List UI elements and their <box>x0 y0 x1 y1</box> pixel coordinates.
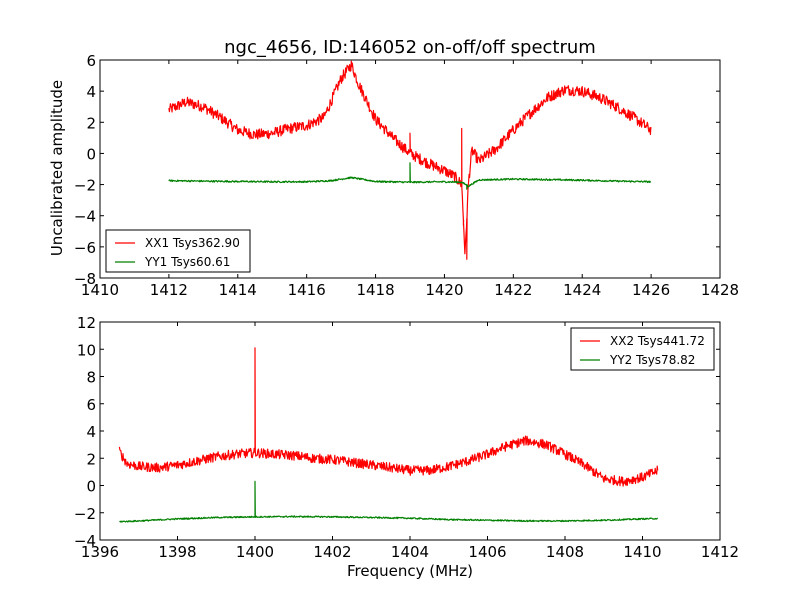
y-tick-label: 0 <box>86 478 96 496</box>
x-tick-label: 1428 <box>701 281 739 299</box>
series-line-yy2 <box>119 480 659 523</box>
y-tick-label: 10 <box>77 341 96 359</box>
series-line-xx2 <box>118 347 659 487</box>
x-tick-label: 1402 <box>313 543 351 561</box>
legend: XX1 Tsys362.90 YY1 Tsys60.61 <box>105 229 251 273</box>
chart-title: ngc_4656, ID:146052 on-off/off spectrum <box>224 37 596 58</box>
bottom-subplot: 1396 1398 1400 1402 1404 1406 1408 1410 1412 −4 −2… <box>74 314 739 561</box>
legend-label: YY2 Tsys78.82 <box>609 353 695 367</box>
y-tick-label: −4 <box>74 532 96 550</box>
x-tick-label: 1412 <box>701 543 739 561</box>
y-tick-label: −8 <box>74 270 96 288</box>
series-line-yy1 <box>168 162 652 190</box>
y-tick-label: 4 <box>86 423 96 441</box>
y-tick-label: −4 <box>74 208 96 226</box>
x-tick-label: 1410 <box>81 281 119 299</box>
x-tick-label: 1416 <box>288 281 326 299</box>
y-tick-label: 8 <box>86 369 96 387</box>
y-tick-label: 2 <box>86 114 96 132</box>
series-line-xx1 <box>168 60 652 260</box>
y-axis-label-top: Uncalibrated amplitude <box>48 80 66 256</box>
x-tick-label: 1420 <box>425 281 463 299</box>
y-tick-label: 0 <box>86 145 96 163</box>
x-tick-label: 1418 <box>356 281 394 299</box>
y-tick-label: −2 <box>74 177 96 195</box>
y-tick-label: 4 <box>86 83 96 101</box>
legend-box <box>570 327 715 371</box>
x-tick-label: 1422 <box>494 281 532 299</box>
top-subplot: 1410 1412 1414 1416 1418 1420 1422 1424 1426 1428… <box>74 52 739 299</box>
y-tick-label: 6 <box>86 52 96 70</box>
legend-label: YY1 Tsys60.61 <box>144 255 230 269</box>
x-tick-label: 1414 <box>219 281 257 299</box>
x-tick-label: 1424 <box>563 281 601 299</box>
x-tick-label: 1410 <box>623 543 661 561</box>
y-tick-label: 6 <box>86 396 96 414</box>
legend-label: XX2 Tsys441.72 <box>610 334 705 348</box>
y-tick-label: −2 <box>74 505 96 523</box>
y-tick-label: −6 <box>74 239 96 257</box>
legend-label: XX1 Tsys362.90 <box>145 236 240 250</box>
x-tick-label: 1426 <box>632 281 670 299</box>
x-tick-label: 1412 <box>150 281 188 299</box>
axes-frame <box>99 59 721 279</box>
x-tick-label: 1406 <box>468 543 506 561</box>
x-tick-label: 1398 <box>158 543 196 561</box>
y-tick-label: 12 <box>77 314 96 332</box>
legend: XX2 Tsys441.72 YY2 Tsys78.82 <box>570 327 715 371</box>
y-tick-label: 2 <box>86 450 96 468</box>
legend-box <box>105 229 251 273</box>
x-tick-label: 1396 <box>81 543 119 561</box>
x-tick-label: 1404 <box>391 543 429 561</box>
x-tick-label: 1408 <box>546 543 584 561</box>
x-axis-label-bottom: Frequency (MHz) <box>347 562 473 580</box>
x-tick-label: 1400 <box>236 543 274 561</box>
